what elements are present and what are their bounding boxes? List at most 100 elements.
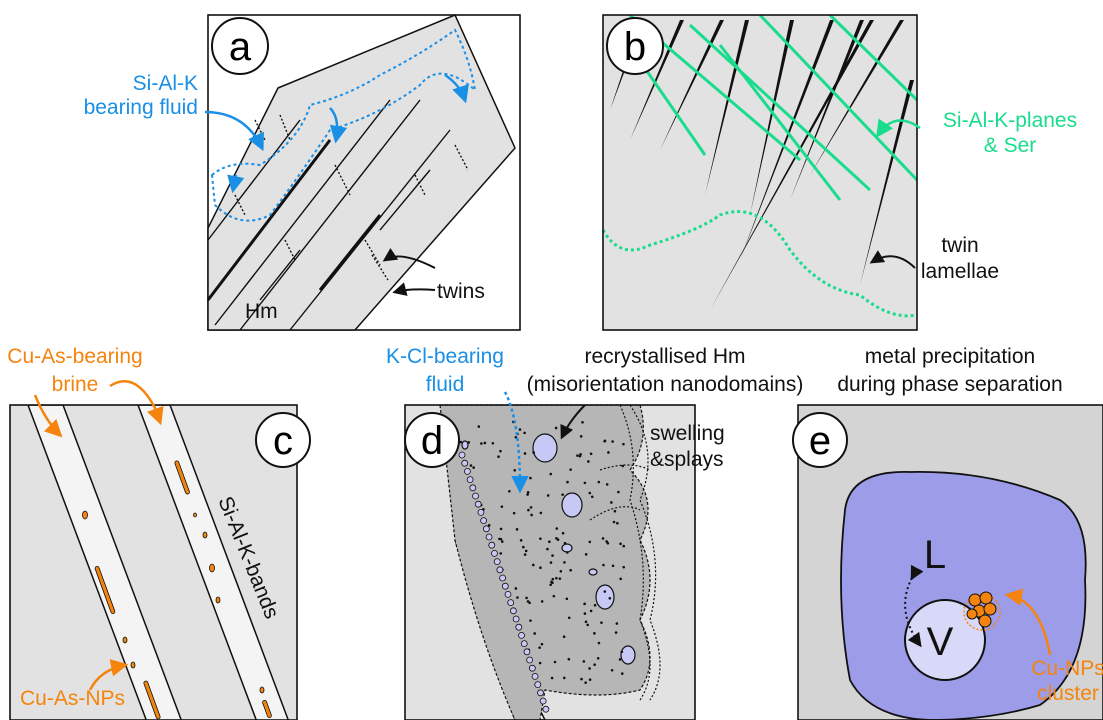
circle-shape — [619, 578, 622, 581]
ellipse-shape — [131, 662, 135, 668]
circle-shape — [529, 619, 532, 622]
annotation: (misorientation nanodomains) — [527, 373, 804, 396]
circle-shape — [590, 452, 593, 455]
circle-shape — [621, 672, 624, 675]
ellipse-shape — [210, 564, 215, 572]
annotation: K-Cl-bearing — [386, 345, 504, 368]
circle-shape — [602, 564, 605, 567]
circle-shape — [500, 575, 506, 581]
circle-shape — [615, 631, 618, 634]
circle-shape — [532, 564, 535, 567]
circle-shape — [540, 512, 543, 515]
circle-shape — [521, 641, 527, 647]
circle-shape — [467, 477, 473, 483]
circle-shape — [522, 546, 525, 549]
circle-shape — [583, 660, 586, 663]
circle-shape — [537, 690, 543, 696]
circle-shape — [583, 603, 586, 606]
annotation: Cu-NPs — [1031, 657, 1103, 680]
annotation: V — [927, 620, 954, 664]
circle-shape — [532, 673, 538, 679]
circle-shape — [555, 537, 558, 540]
ellipse-shape — [83, 511, 88, 519]
annotation: Cu-As-bearing — [7, 345, 142, 368]
circle-shape — [554, 661, 557, 664]
circle-shape — [551, 554, 554, 557]
circle-shape — [529, 665, 535, 671]
circle-shape — [519, 632, 525, 638]
panel-label: c — [273, 419, 293, 463]
circle-shape — [505, 591, 511, 597]
path-shape — [395, 289, 435, 292]
circle-shape — [523, 432, 526, 435]
circle-shape — [616, 622, 619, 625]
circle-shape — [499, 450, 502, 453]
circle-shape — [546, 548, 549, 551]
circle-shape — [611, 440, 614, 443]
circle-shape — [584, 612, 587, 615]
circle-shape — [519, 428, 522, 431]
circle-shape — [547, 494, 550, 497]
annotation: recrystallised Hm — [584, 345, 745, 368]
annotation: Si-Al-K — [133, 72, 198, 95]
annotation: Si-Al-K-planes — [943, 109, 1077, 132]
annotation: &splays — [650, 448, 724, 471]
circle-shape — [549, 583, 552, 586]
circle-shape — [475, 501, 481, 507]
circle-shape — [604, 590, 607, 593]
circle-shape — [980, 592, 992, 604]
circle-shape — [486, 534, 492, 540]
ellipse-shape — [589, 569, 597, 575]
circle-shape — [551, 677, 554, 680]
circle-shape — [610, 501, 613, 504]
circle-shape — [462, 460, 468, 466]
circle-shape — [510, 608, 516, 614]
annotation: during phase separation — [837, 373, 1062, 396]
circle-shape — [585, 553, 588, 556]
circle-shape — [602, 537, 605, 540]
circle-shape — [566, 481, 569, 484]
circle-shape — [541, 643, 544, 646]
circle-shape — [594, 604, 597, 607]
panel-a: a Si-Al-K bearing fluid twins Hm — [84, 15, 520, 330]
annotation: fluid — [426, 373, 465, 396]
circle-shape — [459, 452, 465, 458]
circle-shape — [515, 481, 518, 484]
circle-shape — [619, 658, 622, 661]
ellipse-shape — [533, 434, 557, 462]
circle-shape — [598, 481, 601, 484]
circle-shape — [593, 663, 596, 666]
ellipse-shape — [596, 585, 614, 609]
annotation: Hm — [245, 300, 278, 323]
circle-shape — [484, 442, 487, 445]
circle-shape — [967, 609, 977, 619]
panel-b: b Si-Al-K-planes & Ser twin lamellae — [603, 15, 1077, 330]
circle-shape — [539, 566, 542, 569]
circle-shape — [483, 526, 489, 532]
circle-shape — [470, 485, 476, 491]
circle-shape — [617, 491, 620, 494]
circle-shape — [508, 600, 514, 606]
circle-shape — [516, 528, 519, 531]
circle-shape — [530, 506, 533, 509]
annotation: L — [924, 533, 946, 577]
circle-shape — [559, 577, 562, 580]
circle-shape — [543, 706, 549, 712]
circle-shape — [566, 597, 569, 600]
circle-shape — [497, 567, 503, 573]
circle-shape — [586, 624, 589, 627]
circle-shape — [502, 583, 508, 589]
circle-shape — [611, 669, 614, 672]
circle-shape — [584, 482, 587, 485]
annotation: Cu-As-NPs — [20, 687, 125, 710]
circle-shape — [590, 610, 593, 613]
ellipse-shape — [462, 441, 468, 449]
circle-shape — [541, 600, 544, 603]
circle-shape — [580, 678, 583, 681]
ellipse-shape — [260, 687, 264, 693]
circle-shape — [520, 539, 523, 542]
circle-shape — [563, 635, 566, 638]
circle-shape — [616, 522, 619, 525]
panel-c: c Cu-As-bearing brine Si-Al-K-bands Cu-A… — [7, 345, 310, 720]
circle-shape — [533, 632, 536, 635]
